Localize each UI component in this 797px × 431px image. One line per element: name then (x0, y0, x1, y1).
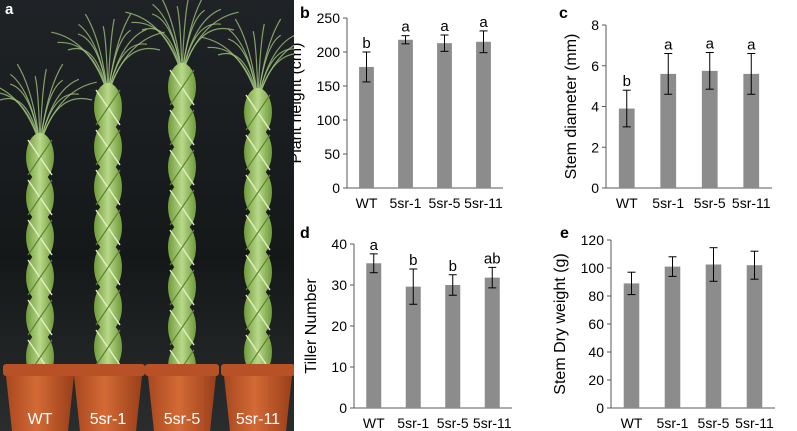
significance-label: a (401, 19, 410, 36)
bar-5sr-5 (705, 264, 722, 408)
x-tick-label: WT (621, 415, 643, 431)
bar-5sr-1 (664, 266, 681, 408)
bar-5sr-1 (405, 286, 421, 408)
pot (224, 376, 292, 431)
y-tick-label: 50 (324, 146, 340, 162)
significance-label: a (479, 14, 488, 31)
y-tick-label: 6 (591, 58, 599, 74)
x-tick-label: WT (616, 195, 638, 211)
plant (201, 18, 294, 376)
pot-label: WT (28, 411, 53, 428)
x-tick-label: WT (356, 195, 378, 211)
y-tick-label: 60 (588, 316, 604, 332)
bar-WT (366, 263, 382, 408)
panel-letter: e (560, 225, 569, 242)
x-tick-label: 5sr-11 (732, 195, 771, 211)
bar-5sr-5 (701, 70, 718, 188)
x-tick-label: 5sr-1 (397, 415, 429, 431)
y-tick-label: 0 (596, 400, 604, 416)
pot (6, 376, 74, 431)
chart-panel-c: c 0 2 4 6 8 Stem diameter (mm) b WT a 5sr-1 a 5sr-5 a… (559, 5, 772, 211)
y-tick-label: 0 (332, 180, 340, 196)
bar-5sr-1 (398, 39, 413, 189)
x-tick-label: 5sr-1 (652, 195, 684, 211)
y-axis-label: Tiller Number (303, 278, 320, 374)
chart-panel-b: b 0 50 100 150 200 250 Plant height (cm) b WT a 5sr… (294, 5, 503, 211)
significance-label: a (664, 37, 673, 54)
y-axis-label: Stem Dry weight (g) (552, 253, 569, 394)
pot-rim (3, 364, 77, 376)
y-tick-label: 4 (591, 99, 599, 115)
y-tick-label: 40 (331, 236, 347, 252)
x-tick-label: 5sr-1 (390, 195, 422, 211)
significance-label: b (362, 35, 370, 52)
bar-5sr-5 (445, 285, 461, 408)
significance-label: ab (484, 250, 501, 267)
y-tick-label: 20 (588, 372, 604, 388)
plant-photo: WT 5sr-1 5sr-5 5sr-11 a (0, 0, 294, 431)
pot (148, 376, 216, 431)
y-axis-label: Plant height (cm) (294, 43, 305, 164)
bar-5sr-11 (746, 265, 763, 408)
pot-rim (71, 364, 145, 376)
significance-label: a (440, 18, 449, 35)
y-tick-label: 100 (581, 260, 605, 276)
pot-label: 5sr-5 (164, 411, 201, 428)
plant (51, 13, 165, 371)
bar-WT (618, 108, 635, 188)
panel-letter: c (559, 5, 568, 22)
y-tick-label: 200 (317, 44, 341, 60)
y-tick-label: 40 (588, 344, 604, 360)
plant (0, 63, 97, 381)
pot (74, 376, 142, 431)
y-tick-label: 30 (331, 277, 347, 293)
chart-panel-e: e 0 20 40 60 80 100 120 Stem Dry weight (g) WT 5sr… (552, 225, 775, 431)
significance-label: a (370, 237, 379, 254)
pot-rim (221, 364, 294, 376)
y-tick-label: 250 (317, 10, 341, 26)
panel-letter: b (300, 5, 310, 22)
significance-label: b (409, 252, 417, 269)
y-tick-label: 20 (331, 318, 347, 334)
bar-WT (623, 283, 640, 408)
bar-5sr-1 (660, 73, 677, 188)
x-tick-label: 5sr-5 (698, 415, 730, 431)
x-tick-label: 5sr-5 (437, 415, 469, 431)
pot-rim (145, 364, 219, 376)
pot-label: 5sr-1 (90, 411, 127, 428)
significance-label: b (623, 73, 631, 90)
x-tick-label: 5sr-11 (735, 415, 774, 431)
y-tick-label: 0 (339, 400, 347, 416)
bar-WT (359, 66, 374, 188)
y-tick-label: 80 (588, 288, 604, 304)
y-axis-label: Stem diameter (mm) (563, 34, 580, 180)
chart-panel-d: d 0 10 20 30 40 Tiller Number a WT b 5sr-1 b 5sr-5 ab… (300, 225, 512, 431)
significance-label: a (706, 36, 715, 53)
y-tick-label: 2 (591, 139, 599, 155)
x-tick-label: 5sr-5 (694, 195, 726, 211)
x-tick-label: 5sr-11 (464, 195, 503, 211)
significance-label: b (449, 258, 457, 275)
y-tick-label: 0 (591, 180, 599, 196)
x-tick-label: 5sr-5 (429, 195, 461, 211)
y-tick-label: 120 (581, 232, 605, 248)
pot-label: 5sr-11 (236, 411, 280, 428)
bar-5sr-5 (437, 43, 452, 188)
x-tick-label: WT (363, 415, 385, 431)
bar-5sr-11 (476, 41, 491, 188)
x-tick-label: 5sr-1 (657, 415, 689, 431)
bar-5sr-11 (743, 73, 760, 188)
panel-letter-a: a (5, 1, 14, 18)
significance-label: a (747, 37, 756, 54)
x-tick-label: 5sr-11 (473, 415, 512, 431)
y-tick-label: 100 (317, 112, 341, 128)
panel-letter: d (300, 225, 310, 242)
bar-5sr-11 (484, 277, 500, 408)
y-tick-label: 8 (591, 17, 599, 33)
y-tick-label: 10 (331, 359, 347, 375)
y-tick-label: 150 (317, 78, 341, 94)
